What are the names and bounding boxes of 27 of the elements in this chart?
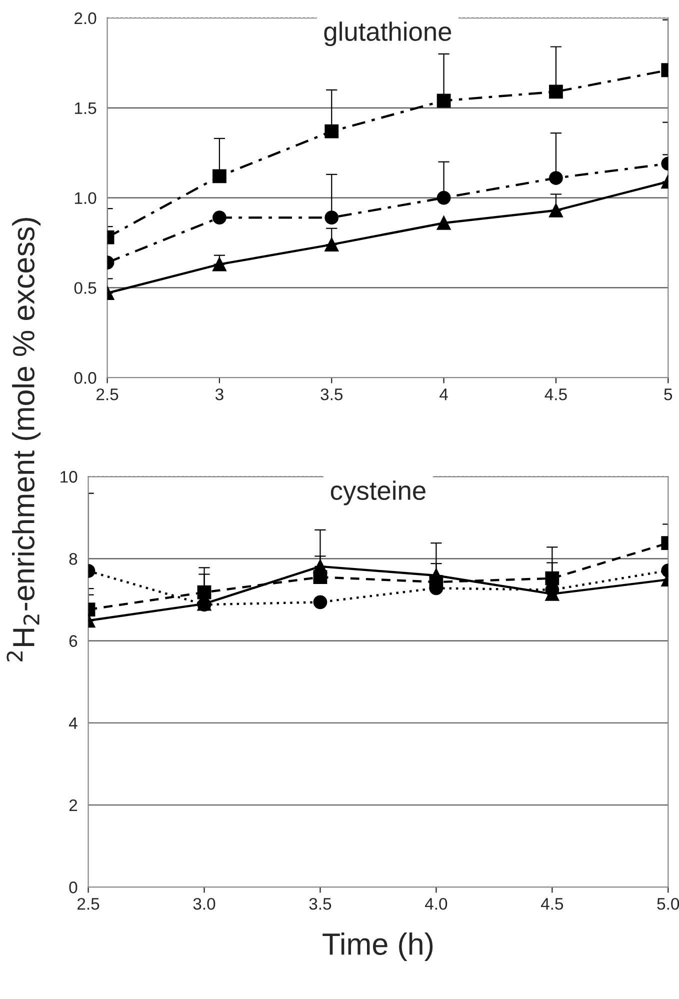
x-tick-label: 3.0 (193, 898, 216, 910)
x-tick-label: 4.0 (424, 898, 448, 910)
x-tick-label: 3 (215, 388, 224, 400)
y-tick-label: 0.0 (74, 372, 96, 384)
y-tick-label: 10 (60, 470, 78, 483)
y-tick-label: 4 (68, 717, 78, 729)
y-tick-label: 1.5 (74, 102, 96, 114)
y-axis-title: $^{2}$H$_{2}$-enrichment (mole % excess) (6, 218, 41, 662)
x-tick-label: 4.5 (544, 388, 567, 400)
x-tick-label: 5.0 (657, 898, 679, 910)
y-tick-label: 6 (69, 635, 78, 647)
y-tick-label: 1.0 (74, 192, 96, 204)
chart-title: cysteine (330, 480, 426, 506)
x-tick-label: 4 (440, 388, 448, 400)
x-tick-label: 2.5 (96, 388, 118, 400)
x-tick-label: 4.5 (540, 898, 564, 910)
x-tick-label: 2.5 (78, 898, 100, 910)
x-axis-title: Time (h) (322, 932, 433, 961)
y-tick-label: 0.5 (74, 282, 96, 294)
y-tick-label: 0 (69, 882, 78, 894)
x-tick-label: 3.5 (309, 898, 332, 910)
y-tick-label: 8 (69, 553, 78, 565)
x-tick-label: 5 (664, 388, 672, 400)
y-tick-label: 2.0 (74, 12, 96, 24)
x-tick-label: 3.5 (320, 388, 343, 400)
y-tick-label: 2 (69, 799, 78, 812)
chart-title: glutathione (324, 22, 452, 46)
